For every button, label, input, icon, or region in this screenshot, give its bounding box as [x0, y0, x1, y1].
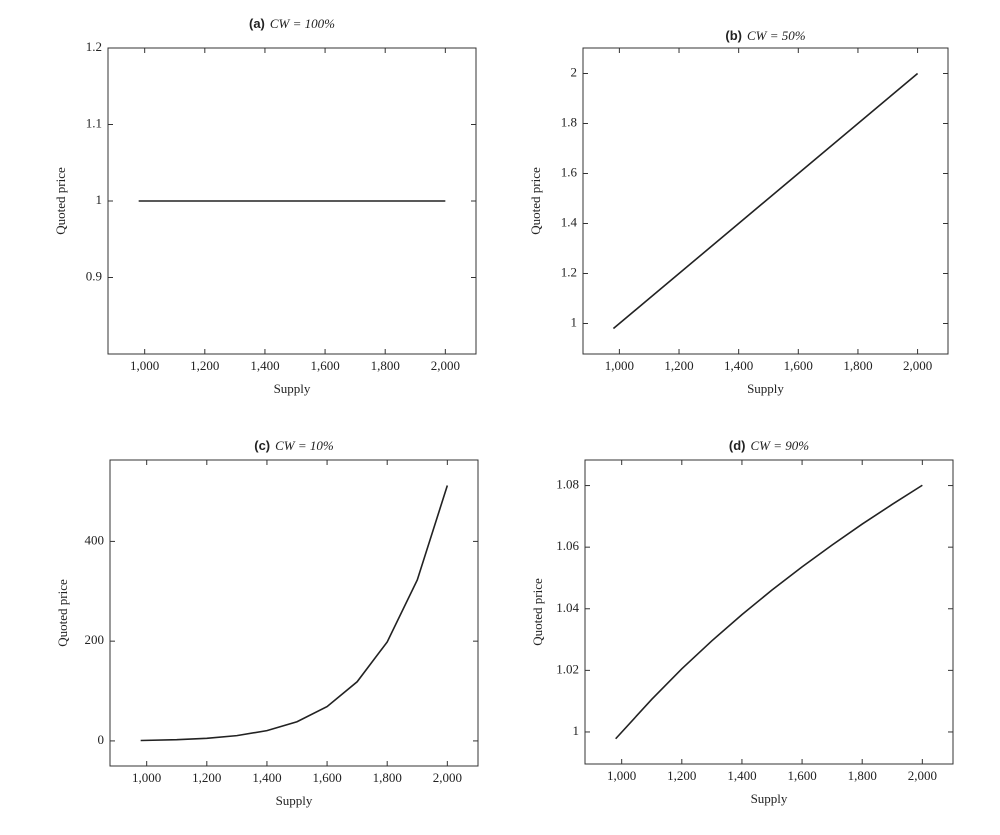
x-tick-label: 1,600 — [787, 768, 816, 783]
panel-label: (a) — [249, 16, 265, 31]
x-axis-label: Supply — [751, 791, 788, 806]
y-tick-label: 400 — [85, 532, 105, 547]
x-tick-label: 1,400 — [724, 358, 753, 373]
x-axis-label: Supply — [747, 381, 784, 396]
x-tick-label: 2,000 — [908, 768, 937, 783]
x-axis-label: Supply — [274, 381, 311, 396]
plot-frame — [582, 47, 949, 355]
x-axis-label: Supply — [276, 793, 313, 808]
x-tick-label: 2,000 — [903, 358, 932, 373]
y-tick-label: 2 — [571, 64, 578, 79]
plot-frame — [584, 459, 954, 765]
title-text: CW = 50% — [747, 28, 806, 43]
line — [612, 72, 919, 330]
x-tick-label: 1,000 — [605, 358, 634, 373]
y-tick-label: 1 — [96, 192, 103, 207]
y-tick-label: 1.02 — [556, 661, 579, 676]
line — [140, 485, 449, 742]
y-tick-label: 1 — [571, 314, 578, 329]
y-tick-label: 1.06 — [556, 538, 579, 553]
y-tick-label: 1.4 — [561, 214, 578, 229]
x-tick-label: 1,200 — [192, 770, 221, 785]
panel-label: (c) — [254, 438, 270, 453]
x-tick-label: 1,600 — [312, 770, 341, 785]
y-tick-label: 1.2 — [86, 39, 102, 54]
x-tick-label: 1,200 — [664, 358, 693, 373]
title-text: CW = 10% — [275, 438, 334, 453]
x-tick-label: 1,800 — [371, 358, 400, 373]
y-tick-label: 1.6 — [561, 164, 578, 179]
line — [615, 484, 923, 740]
x-tick-label: 1,000 — [132, 770, 161, 785]
chart-title: (b) CW = 50% — [725, 28, 805, 43]
x-tick-label: 1,400 — [252, 770, 281, 785]
x-tick-label: 2,000 — [431, 358, 460, 373]
x-tick-label: 1,800 — [843, 358, 872, 373]
x-tick-label: 1,000 — [607, 768, 636, 783]
x-tick-label: 1,400 — [727, 768, 756, 783]
y-tick-label: 0 — [98, 732, 105, 747]
y-tick-label: 1 — [573, 723, 580, 738]
y-tick-label: 1.2 — [561, 264, 577, 279]
y-axis-label: Quoted price — [55, 579, 70, 647]
y-axis-label: Quoted price — [530, 578, 545, 646]
y-tick-label: 0.9 — [86, 268, 102, 283]
x-tick-label: 1,800 — [373, 770, 402, 785]
y-tick-label: 1.04 — [556, 600, 579, 615]
x-tick-label: 1,600 — [784, 358, 813, 373]
x-tick-label: 1,800 — [848, 768, 877, 783]
panel-label: (d) — [729, 438, 746, 453]
x-tick-label: 1,200 — [667, 768, 696, 783]
x-tick-label: 1,200 — [190, 358, 219, 373]
title-text: CW = 90% — [751, 438, 810, 453]
title-text: CW = 100% — [270, 16, 335, 31]
x-tick-label: 1,600 — [310, 358, 339, 373]
y-tick-label: 1.1 — [86, 115, 102, 130]
chart-title: (c) CW = 10% — [254, 438, 334, 453]
chart-title: (a) CW = 100% — [249, 16, 335, 31]
chart-title: (d) CW = 90% — [729, 438, 809, 453]
plot-frame — [109, 459, 479, 767]
panel-label: (b) — [725, 28, 742, 43]
x-tick-label: 1,400 — [250, 358, 279, 373]
x-tick-label: 2,000 — [433, 770, 462, 785]
y-tick-label: 1.8 — [561, 114, 577, 129]
y-axis-label: Quoted price — [53, 167, 68, 235]
y-axis-label: Quoted price — [528, 167, 543, 235]
x-tick-label: 1,000 — [130, 358, 159, 373]
y-tick-label: 1.08 — [556, 477, 579, 492]
y-tick-label: 200 — [85, 632, 105, 647]
